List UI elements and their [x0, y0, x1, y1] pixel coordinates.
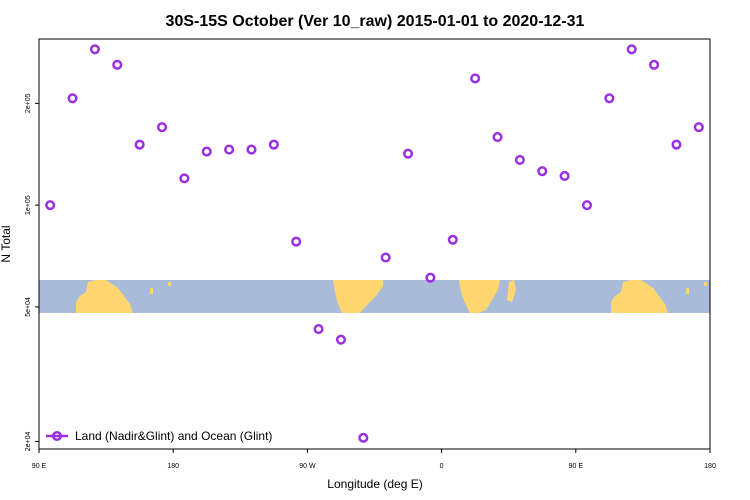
data-point	[693, 122, 704, 133]
x-tick-label: 0	[440, 463, 444, 470]
x-axis: 90 E 180 90 W 0 90 E 180	[32, 449, 716, 470]
map-background	[39, 280, 710, 313]
y-tick-label: 5e+04	[25, 297, 32, 317]
data-point	[179, 173, 190, 184]
data-point	[89, 44, 100, 55]
data-point	[201, 146, 212, 157]
legend-label: Land (Nadir&Glint) and Ocean (Glint)	[75, 429, 272, 443]
legend-marker	[51, 430, 63, 442]
legend: Land (Nadir&Glint) and Ocean (Glint)	[46, 429, 272, 443]
data-point	[649, 59, 660, 70]
land-island	[150, 288, 153, 294]
data-point	[134, 139, 145, 150]
data-point	[425, 272, 436, 283]
x-tick-label: 90 E	[569, 463, 584, 470]
data-point	[45, 200, 56, 211]
land-island	[686, 288, 689, 294]
x-tick-label: 180	[167, 463, 179, 470]
data-point	[156, 122, 168, 133]
land-island	[168, 282, 171, 286]
data-point	[358, 432, 369, 443]
data-point	[447, 234, 458, 245]
data-point	[626, 44, 637, 55]
data-point	[313, 324, 324, 335]
data-point	[671, 139, 682, 150]
land-south-america	[333, 280, 383, 313]
x-tick-label: 90 E	[32, 463, 47, 470]
data-point	[470, 73, 481, 84]
land-madagascar	[507, 280, 516, 302]
data-point	[268, 139, 279, 150]
data-point	[492, 131, 503, 143]
data-point	[112, 59, 123, 70]
y-tick-label: 2e+05	[25, 93, 32, 113]
data-point	[335, 334, 347, 345]
data-point	[581, 200, 593, 211]
land-africa	[459, 280, 500, 313]
data-point	[514, 154, 525, 166]
x-axis-label: Longitude (deg E)	[327, 477, 422, 491]
y-axis-label: N Total	[0, 225, 13, 262]
data-point	[380, 252, 391, 263]
y-axis: 2e+04 5e+04 1e+05 2e+05	[25, 93, 39, 451]
data-point	[559, 170, 570, 181]
y-tick-label: 1e+05	[25, 195, 32, 215]
data-point	[67, 93, 78, 104]
data-point	[291, 236, 302, 247]
land-island	[704, 282, 707, 286]
data-point	[604, 93, 615, 104]
land-australia	[611, 280, 668, 313]
data-point	[224, 144, 235, 155]
x-tick-label: 90 W	[299, 463, 316, 470]
land-australia	[76, 280, 133, 313]
data-points	[45, 44, 704, 443]
y-tick-label: 2e+04	[25, 432, 32, 452]
chart-title: 30S-15S October (Ver 10_raw) 2015-01-01 …	[166, 13, 585, 30]
x-tick-label: 180	[704, 463, 716, 470]
data-point	[537, 166, 548, 177]
plot-frame	[38, 38, 711, 450]
data-point	[403, 148, 414, 159]
data-point	[246, 144, 257, 155]
